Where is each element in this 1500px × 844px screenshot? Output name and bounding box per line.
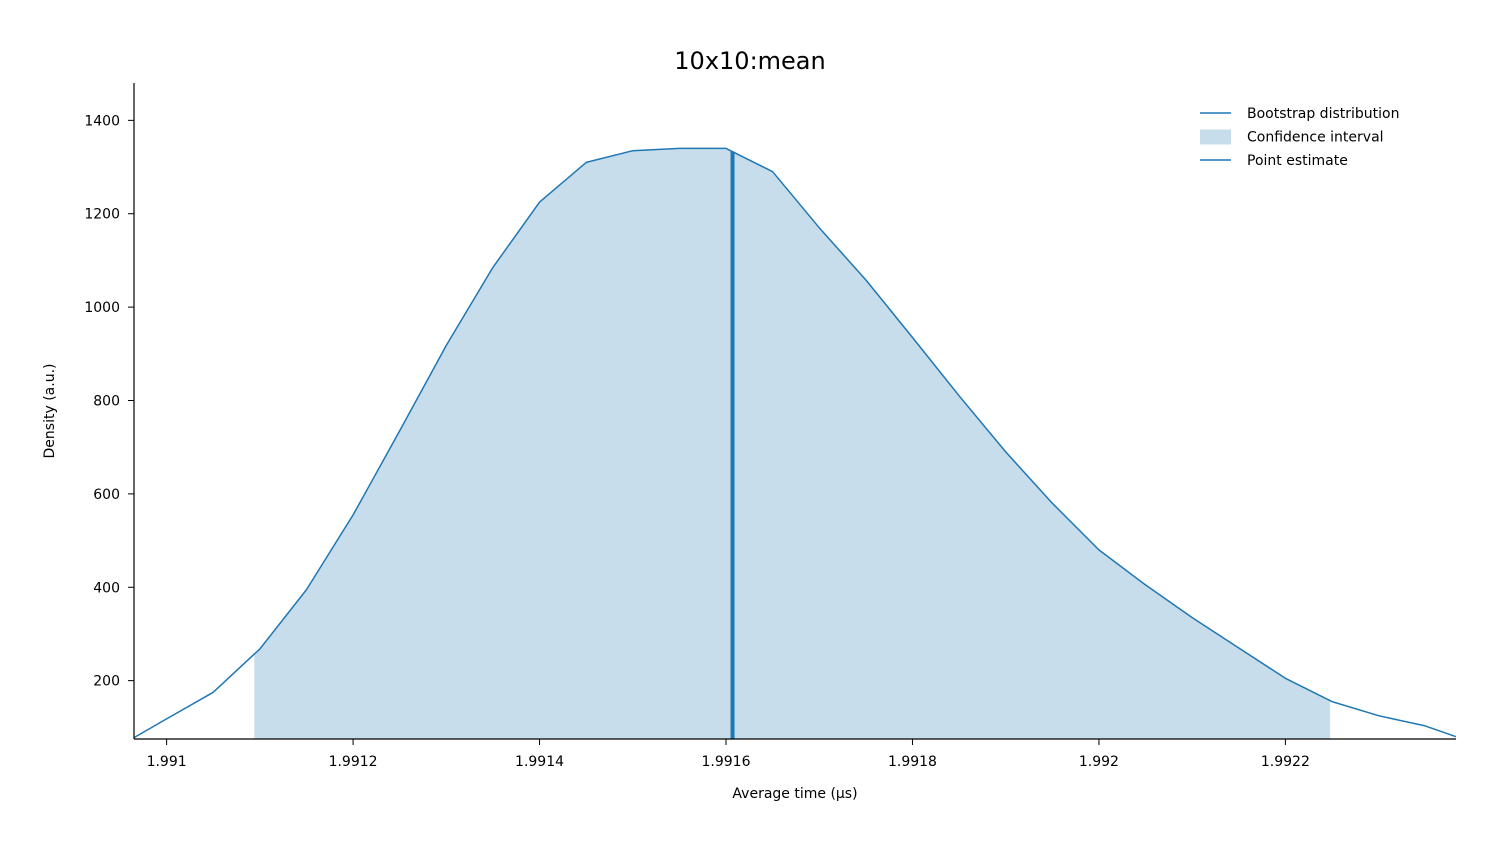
y-axis-ticks: 200 400 600 800 1000 1200 1400 bbox=[84, 113, 134, 690]
x-tick-label: 1.991 bbox=[147, 754, 187, 770]
x-tick-label: 1.9918 bbox=[888, 754, 937, 770]
axes: 1.991 1.9912 1.9914 1.9916 1.9918 1.992 1.9922… bbox=[84, 83, 1456, 770]
x-axis-label: Average time (µs) bbox=[732, 786, 857, 802]
x-tick-label: 1.9922 bbox=[1261, 754, 1310, 770]
x-tick-label: 1.9914 bbox=[515, 754, 564, 770]
y-axis-label: Density (a.u.) bbox=[42, 364, 58, 459]
plot-area bbox=[133, 147, 1457, 739]
legend-label-bootstrap: Bootstrap distribution bbox=[1247, 106, 1399, 122]
legend-swatch-confidence-interval bbox=[1200, 129, 1231, 145]
y-tick-label: 200 bbox=[93, 674, 120, 690]
y-tick-label: 1000 bbox=[84, 300, 120, 316]
x-axis-ticks: 1.991 1.9912 1.9914 1.9916 1.9918 1.992 1.9922 bbox=[147, 739, 1310, 770]
y-tick-label: 600 bbox=[93, 487, 120, 503]
legend-label-confidence-interval: Confidence interval bbox=[1247, 130, 1384, 146]
y-tick-label: 400 bbox=[93, 580, 120, 596]
legend: Bootstrap distribution Confidence interv… bbox=[1200, 106, 1399, 169]
y-tick-label: 800 bbox=[93, 393, 120, 409]
x-tick-label: 1.9916 bbox=[702, 754, 751, 770]
chart-title: 10x10:mean bbox=[674, 47, 825, 75]
legend-label-point-estimate: Point estimate bbox=[1247, 153, 1348, 169]
y-tick-label: 1200 bbox=[84, 207, 120, 223]
confidence-interval-area bbox=[254, 148, 1331, 739]
x-tick-label: 1.9912 bbox=[329, 754, 378, 770]
x-tick-label: 1.992 bbox=[1079, 754, 1119, 770]
y-tick-label: 1400 bbox=[84, 113, 120, 129]
bootstrap-distribution-line bbox=[133, 147, 1457, 739]
